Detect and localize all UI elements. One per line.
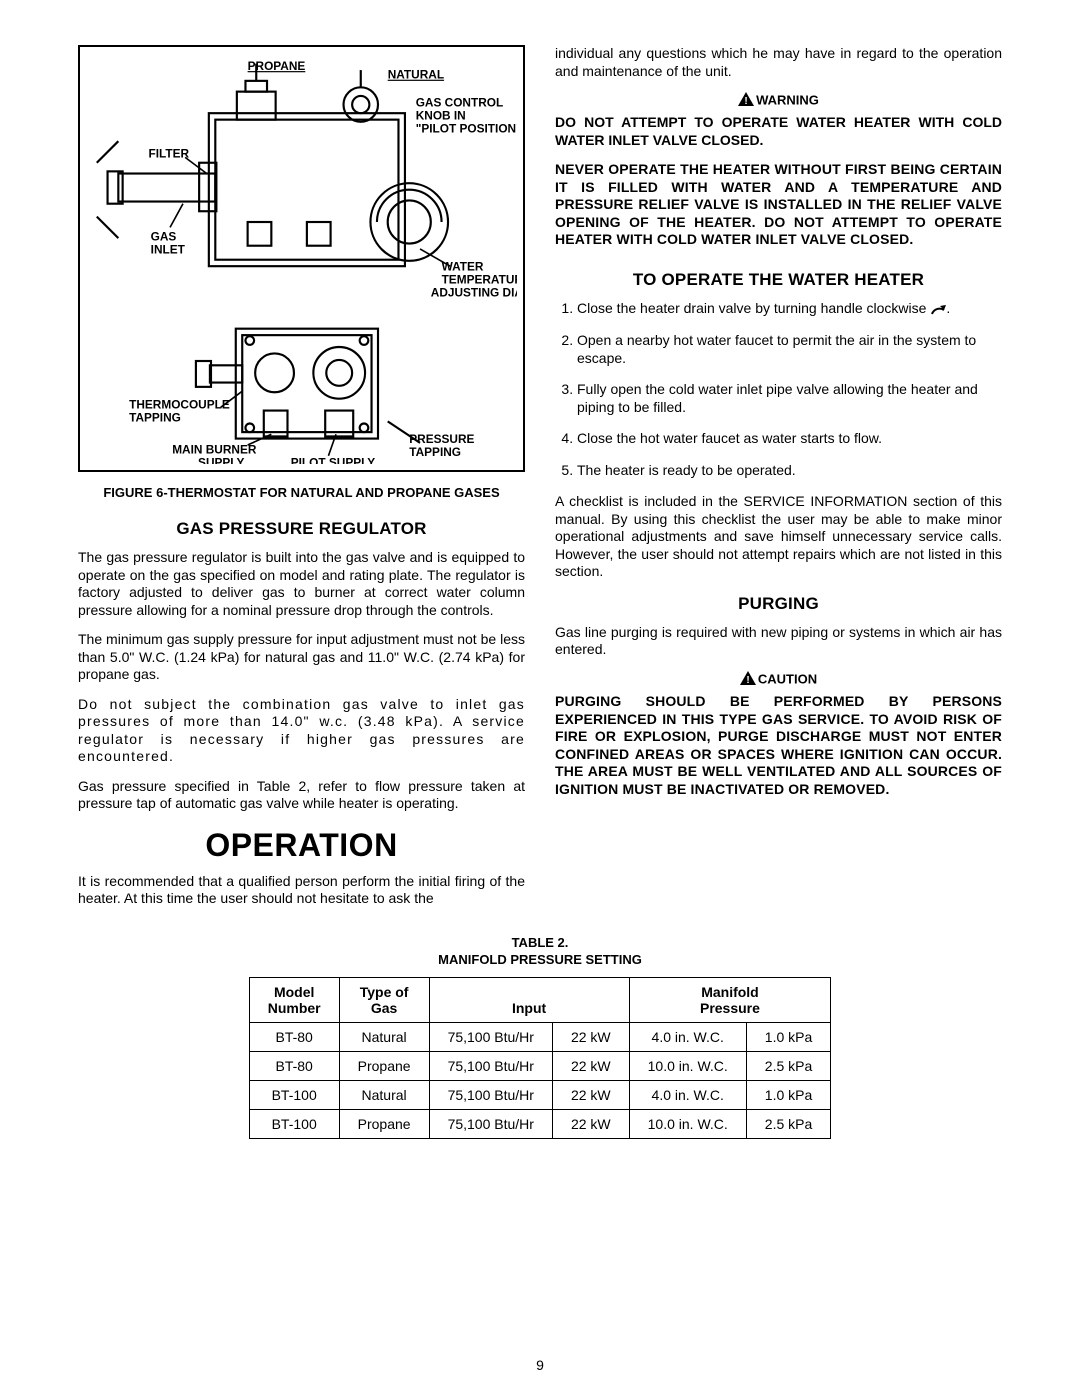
step-1: Close the heater drain valve by turning … [577, 300, 1002, 318]
operation-p1b: individual any questions which he may ha… [555, 45, 1002, 80]
caution-icon: ! [740, 671, 756, 689]
step-2: Open a nearby hot water faucet to permit… [577, 332, 1002, 367]
svg-text:TEMPERATURE: TEMPERATURE [442, 272, 517, 286]
warning-text-1: DO NOT ATTEMPT TO OPERATE WATER HEATER W… [555, 114, 1002, 149]
th-gas: Type ofGas [339, 977, 429, 1022]
clockwise-icon [930, 301, 946, 317]
svg-text:ADJUSTING DIAL: ADJUSTING DIAL [431, 285, 517, 299]
purging-heading: PURGING [555, 593, 1002, 614]
svg-text:"PILOT POSITION": "PILOT POSITION" [416, 122, 517, 136]
gas-regulator-p3: Do not subject the combination gas valve… [78, 696, 525, 766]
label-pressure-tapping: PRESSURE TAPPING [409, 432, 474, 459]
operation-p1a: It is recommended that a qualified perso… [78, 873, 525, 908]
label-gas-control: GAS CONTROL KNOB IN "PILOT POSITION" [416, 96, 517, 136]
th-input: Input [429, 977, 629, 1022]
svg-text:THERMOCOUPLE: THERMOCOUPLE [129, 397, 230, 411]
svg-text:GAS: GAS [151, 229, 177, 243]
table-row: BT-100Propane75,100 Btu/Hr22 kW10.0 in. … [249, 1109, 831, 1138]
operation-heading: OPERATION [78, 825, 525, 865]
svg-text:SUPPLY: SUPPLY [198, 456, 244, 465]
gas-regulator-heading: GAS PRESSURE REGULATOR [78, 518, 525, 539]
svg-text:PRESSURE: PRESSURE [409, 432, 474, 446]
warning-label: ! WARNING [555, 92, 1002, 110]
label-filter: FILTER [148, 146, 189, 160]
gas-regulator-p2: The minimum gas supply pressure for inpu… [78, 631, 525, 684]
page-number: 9 [0, 1357, 1080, 1373]
svg-text:!: ! [746, 675, 749, 685]
label-thermocouple: THERMOCOUPLE TAPPING [129, 397, 230, 424]
table-row: BT-80Natural75,100 Btu/Hr22 kW4.0 in. W.… [249, 1022, 831, 1051]
caution-text: PURGING SHOULD BE PERFORMED BY PERSONS E… [555, 693, 1002, 798]
label-natural: NATURAL [388, 68, 444, 82]
warning-icon: ! [738, 92, 754, 110]
gas-regulator-p4: Gas pressure specified in Table 2, refer… [78, 778, 525, 813]
thermostat-figure: PROPANE NATURAL GAS CONTROL KNOB IN "PIL… [78, 45, 525, 472]
svg-text:WATER: WATER [442, 259, 484, 273]
svg-text:TAPPING: TAPPING [129, 410, 181, 424]
svg-text:TAPPING: TAPPING [409, 445, 461, 459]
svg-text:MAIN BURNER: MAIN BURNER [172, 443, 257, 457]
label-propane: PROPANE [248, 59, 306, 73]
svg-text:!: ! [744, 96, 747, 106]
svg-text:GAS CONTROL: GAS CONTROL [416, 96, 504, 110]
gas-regulator-p1: The gas pressure regulator is built into… [78, 549, 525, 619]
label-water-temp: WATER TEMPERATURE ADJUSTING DIAL [431, 259, 517, 299]
th-pressure: ManifoldPressure [629, 977, 831, 1022]
svg-text:INLET: INLET [151, 242, 186, 256]
checklist-text: A checklist is included in the SERVICE I… [555, 493, 1002, 581]
table-row: BT-100Natural75,100 Btu/Hr22 kW4.0 in. W… [249, 1080, 831, 1109]
table-caption: TABLE 2. MANIFOLD PRESSURE SETTING [78, 934, 1002, 969]
step-5: The heater is ready to be operated. [577, 462, 1002, 480]
table-row: BT-80Propane75,100 Btu/Hr22 kW10.0 in. W… [249, 1051, 831, 1080]
purging-p1: Gas line purging is required with new pi… [555, 624, 1002, 659]
step-4: Close the hot water faucet as water star… [577, 430, 1002, 448]
svg-text:KNOB IN: KNOB IN [416, 109, 466, 123]
operate-steps: Close the heater drain valve by turning … [555, 300, 1002, 479]
th-model: ModelNumber [249, 977, 339, 1022]
figure-caption: FIGURE 6-THERMOSTAT FOR NATURAL AND PROP… [78, 484, 525, 502]
label-main-burner: MAIN BURNER SUPPLY [172, 443, 257, 465]
warning-text-2: NEVER OPERATE THE HEATER WITHOUT FIRST B… [555, 161, 1002, 249]
label-gas-inlet: GAS INLET [151, 229, 186, 256]
caution-label: ! CAUTION [555, 671, 1002, 689]
manifold-pressure-table: ModelNumber Type ofGas Input ManifoldPre… [249, 977, 832, 1139]
step-3: Fully open the cold water inlet pipe val… [577, 381, 1002, 416]
to-operate-heading: TO OPERATE THE WATER HEATER [555, 269, 1002, 290]
thermostat-diagram-svg: PROPANE NATURAL GAS CONTROL KNOB IN "PIL… [86, 55, 517, 464]
label-pilot-supply: PILOT SUPPLY [291, 456, 376, 465]
